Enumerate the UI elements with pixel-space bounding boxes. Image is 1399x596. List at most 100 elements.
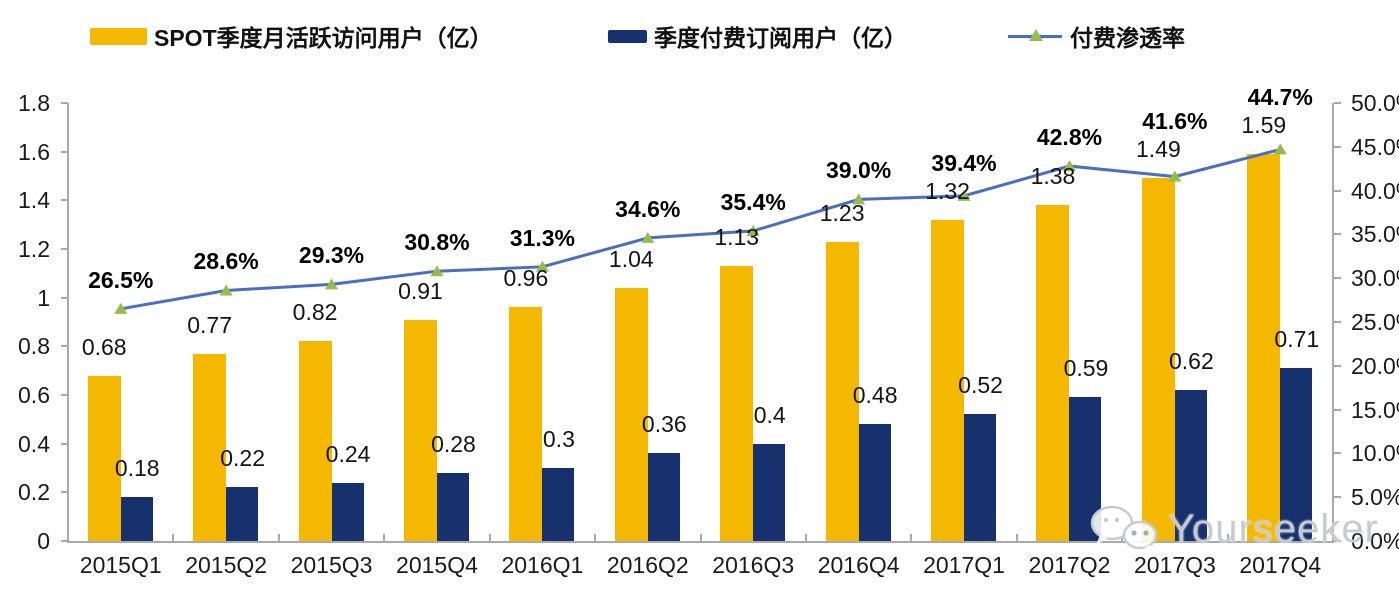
right-axis-tick <box>1334 277 1341 280</box>
penetration-rate-label: 29.3% <box>298 242 365 269</box>
mau-value-label: 1.38 <box>1030 163 1076 190</box>
subscribers-bar <box>753 443 786 541</box>
x-axis-tick <box>277 534 280 541</box>
x-axis-tick <box>172 534 175 541</box>
left-axis-tick <box>61 540 68 542</box>
subscribers-bar <box>436 472 469 541</box>
penetration-rate-label: 44.7% <box>1247 84 1313 111</box>
x-axis-category-label: 2017Q4 <box>1239 552 1322 578</box>
x-axis-tick <box>1015 534 1018 541</box>
x-axis-category-label: 2015Q4 <box>396 552 478 578</box>
right-axis-tick <box>1334 189 1341 192</box>
right-axis-line <box>1332 103 1334 543</box>
left-axis-tick-label: 0 <box>37 528 50 554</box>
subscribers-bar-swatch-icon <box>608 29 647 43</box>
mau-bar <box>298 341 332 541</box>
subscribers-value-label: 0.48 <box>852 382 898 409</box>
left-axis-tick-label: 0.2 <box>18 479 50 506</box>
right-axis-tick <box>1334 452 1341 455</box>
left-axis-tick <box>61 345 68 348</box>
subscribers-value-label: 0.71 <box>1274 326 1320 353</box>
penetration-rate-label: 28.6% <box>193 248 259 275</box>
subscribers-bar <box>1174 390 1207 541</box>
right-axis-tick <box>1334 408 1341 411</box>
x-axis-line <box>67 541 1334 543</box>
mau-bar <box>509 307 543 541</box>
subscribers-bar <box>1280 368 1313 541</box>
legend-label-penetration: 付费渗透率 <box>1070 25 1185 51</box>
mau-value-label: 1.49 <box>1135 136 1181 163</box>
subscribers-bar <box>858 424 891 541</box>
left-axis-tick-label: 1.4 <box>18 187 50 214</box>
subscribers-value-label: 0.4 <box>753 401 786 428</box>
subscribers-bar <box>647 453 680 541</box>
wechat-icon <box>1090 505 1158 553</box>
penetration-rate-label: 26.5% <box>88 266 154 293</box>
penetration-rate-label: 42.8% <box>1036 124 1103 151</box>
penetration-rate-label: 35.4% <box>720 188 786 215</box>
mau-bar <box>614 287 648 541</box>
left-axis-tick <box>61 199 68 202</box>
penetration-rate-label: 34.6% <box>615 195 681 222</box>
subscribers-bar <box>120 497 153 541</box>
left-axis-tick <box>61 394 68 396</box>
left-axis-line <box>67 103 69 543</box>
penetration-line-path <box>120 147 1281 311</box>
x-axis-tick <box>488 534 491 541</box>
subscribers-value-label: 0.52 <box>958 372 1003 399</box>
penetration-marker-icon <box>641 231 655 243</box>
x-axis-tick <box>804 534 807 541</box>
mau-bar <box>720 266 754 541</box>
mau-bar <box>87 375 121 541</box>
right-axis-tick <box>1334 540 1341 542</box>
subscribers-value-label: 0.62 <box>1168 348 1214 375</box>
penetration-marker-icon <box>1273 143 1287 155</box>
legend-item-subscribers: 季度付费订阅用户（亿） <box>608 19 907 53</box>
right-axis-tick-label: 30.0% <box>1351 265 1399 292</box>
left-axis-tick-label: 1 <box>37 284 50 311</box>
right-axis-tick-label: 15.0% <box>1351 396 1399 423</box>
left-axis-tick <box>61 248 68 250</box>
mau-bar <box>403 319 437 541</box>
subscribers-value-label: 0.22 <box>220 445 266 472</box>
penetration-rate-label: 30.8% <box>404 229 470 256</box>
legend-item-mau: SPOT季度月活跃访问用户（亿） <box>90 19 493 53</box>
x-axis-category-label: 2016Q1 <box>501 552 584 578</box>
right-axis-tick-label: 0.0% <box>1351 528 1399 554</box>
penetration-marker-icon <box>325 278 339 290</box>
mau-value-label: 1.32 <box>925 177 970 204</box>
penetration-marker-icon <box>219 284 233 296</box>
mau-value-label: 0.96 <box>503 265 549 292</box>
left-axis-tick-label: 1.2 <box>18 236 50 262</box>
mau-value-label: 0.77 <box>187 311 233 338</box>
mau-bar-swatch-icon <box>90 27 147 45</box>
right-axis-tick-label: 50.0% <box>1351 90 1399 116</box>
penetration-rate-label: 41.6% <box>1142 108 1208 135</box>
left-axis-tick-label: 0.6 <box>18 382 50 408</box>
watermark-text: Yourseeker <box>1168 506 1379 551</box>
watermark: Yourseeker <box>1088 503 1379 555</box>
x-axis-tick <box>699 534 702 541</box>
subscribers-value-label: 0.36 <box>641 411 687 438</box>
mau-value-label: 0.82 <box>292 299 338 326</box>
mau-value-label: 1.13 <box>714 224 760 251</box>
subscribers-value-label: 0.59 <box>1063 355 1109 382</box>
subscribers-bar <box>331 482 364 541</box>
mau-value-label: 0.68 <box>81 333 127 360</box>
x-axis-tick <box>910 534 913 541</box>
subscribers-value-label: 0.3 <box>542 426 575 452</box>
right-axis-tick-label: 10.0% <box>1351 440 1399 467</box>
right-axis-tick <box>1334 496 1341 499</box>
x-axis-category-label: 2017Q1 <box>923 552 1005 578</box>
right-axis-tick-label: 25.0% <box>1351 309 1399 335</box>
x-axis-tick <box>1226 534 1229 541</box>
left-axis-tick <box>61 296 68 299</box>
penetration-marker-icon <box>114 302 128 314</box>
penetration-rate-label: 39.4% <box>931 149 997 176</box>
penetration-rate-label: 39.0% <box>826 157 892 184</box>
x-axis-category-label: 2015Q3 <box>290 552 373 578</box>
x-axis-tick <box>594 534 597 541</box>
mau-value-label: 1.23 <box>819 199 865 226</box>
penetration-rate-label: 31.3% <box>509 224 575 251</box>
left-axis-tick <box>61 102 68 104</box>
